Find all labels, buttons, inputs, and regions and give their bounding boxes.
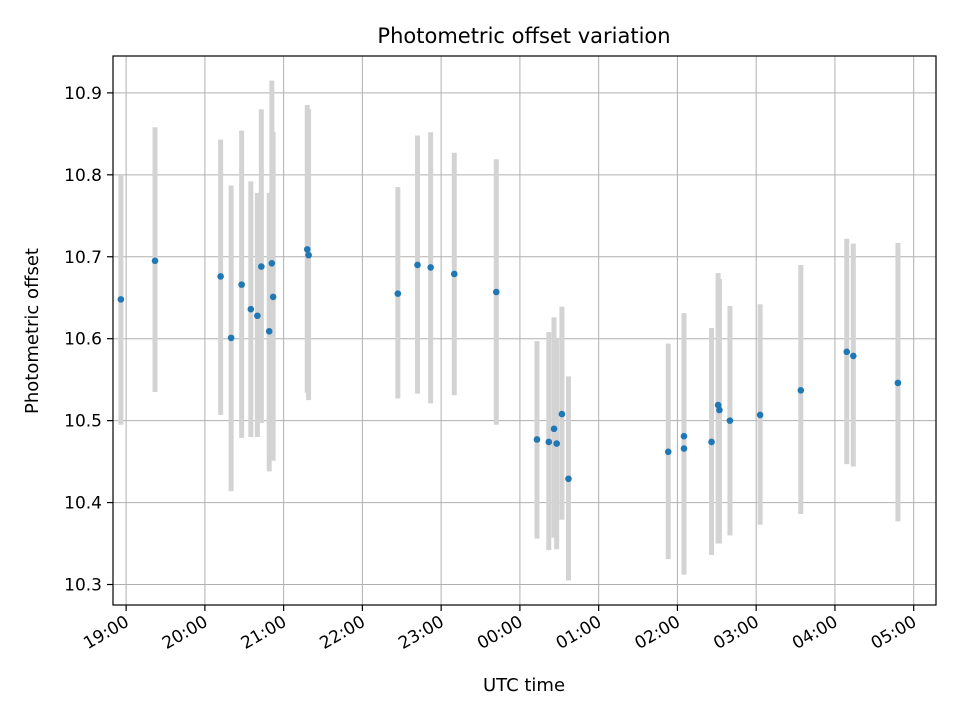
data-point [797, 387, 805, 394]
data-point [254, 312, 261, 320]
data-point [117, 296, 125, 303]
data-point [756, 411, 764, 419]
y-tick-label: 10.7 [64, 248, 102, 268]
data-point [708, 438, 715, 446]
data-point [492, 288, 500, 296]
data-point [151, 257, 159, 265]
data-point [450, 270, 458, 278]
x-axis-title: UTC time [483, 675, 565, 696]
point-layer [117, 246, 902, 483]
y-tick-label: 10.5 [64, 412, 102, 432]
data-point [217, 273, 224, 280]
data-point [268, 260, 276, 267]
plot-area-background [113, 56, 936, 605]
data-point [305, 251, 312, 259]
y-tick-label: 10.8 [64, 166, 102, 186]
y-tick-label: 10.4 [64, 494, 102, 514]
data-point [894, 379, 902, 387]
data-point [394, 290, 402, 297]
plot-frame [112, 55, 937, 606]
data-point [558, 410, 566, 418]
y-axis-title: Photometric offset [22, 248, 43, 414]
data-point [533, 436, 541, 443]
data-point [553, 440, 560, 447]
data-point [550, 425, 558, 433]
data-point [265, 328, 273, 335]
data-point [414, 261, 421, 269]
y-tick-label: 10.3 [64, 576, 102, 596]
data-point [427, 264, 434, 271]
data-point [565, 475, 572, 483]
data-point [726, 417, 734, 424]
data-point [303, 246, 311, 253]
data-point [247, 305, 255, 313]
y-tick-label: 10.9 [64, 84, 102, 104]
data-point [258, 263, 265, 270]
y-tick-label: 10.6 [64, 330, 102, 350]
data-point [227, 334, 235, 342]
data-point [269, 293, 277, 301]
data-point [680, 432, 688, 440]
data-point [843, 348, 851, 356]
chart-title: Photometric offset variation [377, 24, 670, 48]
data-point [850, 352, 857, 360]
data-point [664, 448, 672, 456]
data-point [680, 445, 688, 452]
data-point [238, 281, 245, 288]
data-point [716, 406, 723, 414]
data-point [545, 438, 553, 446]
